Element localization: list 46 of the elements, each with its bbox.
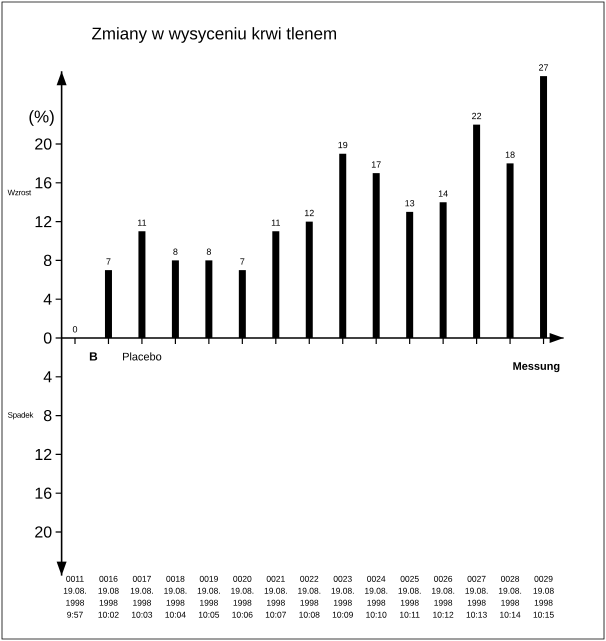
y-tick-label: 16 — [36, 488, 52, 499]
y-tick-label: 0 — [44, 332, 52, 344]
data-label: 22 — [472, 112, 482, 120]
data-label: 8 — [206, 248, 211, 255]
data-label: 11 — [138, 220, 146, 226]
annotation: Placebo — [123, 352, 162, 360]
y-tick-label: 12 — [36, 448, 52, 460]
x-tick-label: 0021 19.08. 1998 10:07 — [264, 576, 287, 618]
data-label: 0 — [72, 326, 78, 332]
x-tick-label: 0024 19.08. 1998 10:10 — [365, 576, 388, 618]
data-label: 14 — [438, 190, 448, 197]
x-tick-label: 0026 19.08. 1998 10:12 — [432, 576, 454, 618]
x-tick-label: 0020 19.08. 1998 10:06 — [231, 576, 254, 618]
y-tick-label: 12 — [36, 216, 52, 228]
x-tick-label: 0025 19.08. 1998 10:11 — [398, 576, 421, 618]
data-label: 13 — [405, 200, 414, 206]
x-tick-label: 0017 19.08. 1998 10:03 — [130, 576, 153, 618]
x-tick-label: 0022 19.08. 1998 10:08 — [298, 576, 320, 618]
y-tick-label: 8 — [44, 254, 52, 266]
data-label: 27 — [539, 64, 548, 71]
y-axis-title: (%) — [29, 110, 54, 126]
data-label: 7 — [240, 258, 244, 265]
x-tick-label: 0016 19.08 1998 10:02 — [98, 576, 119, 618]
x-tick-label: 0019 19.08. 1998 10:05 — [198, 576, 220, 618]
data-label: 12 — [304, 210, 314, 216]
y-tick-label: 16 — [36, 177, 52, 188]
data-label: 19 — [338, 142, 348, 148]
y-tick-label: 4 — [44, 371, 52, 382]
data-label: 11 — [272, 220, 280, 226]
data-label: 8 — [173, 248, 178, 255]
data-label: 17 — [372, 161, 381, 168]
x-tick-label: 0029 19.08 1998 10:15 — [534, 576, 554, 618]
x-tick-label: 0028 19.08. 1998 10:14 — [498, 576, 522, 618]
y-tick-label: 20 — [35, 138, 52, 150]
x-tick-label: 0011 19.08. 1998 9:57 — [64, 576, 86, 618]
data-label: 7 — [106, 258, 111, 265]
annotation: B — [90, 352, 98, 361]
y-tick-label: 8 — [44, 410, 52, 422]
x-tick-label: 0023 19.08. 1998 10:09 — [332, 576, 354, 618]
x-tick-label: 0027 19.08. 1998 10:13 — [465, 576, 488, 618]
x-axis-title: Messung — [513, 362, 560, 372]
y-tick-label: 4 — [44, 294, 52, 305]
x-tick-label: 0018 19.08. 1998 10:04 — [164, 576, 186, 618]
y-tick-label: 20 — [35, 526, 52, 538]
chart-title: Zmiany w wysyceniu krwi tlenem — [92, 27, 336, 43]
data-label: 18 — [506, 152, 515, 158]
